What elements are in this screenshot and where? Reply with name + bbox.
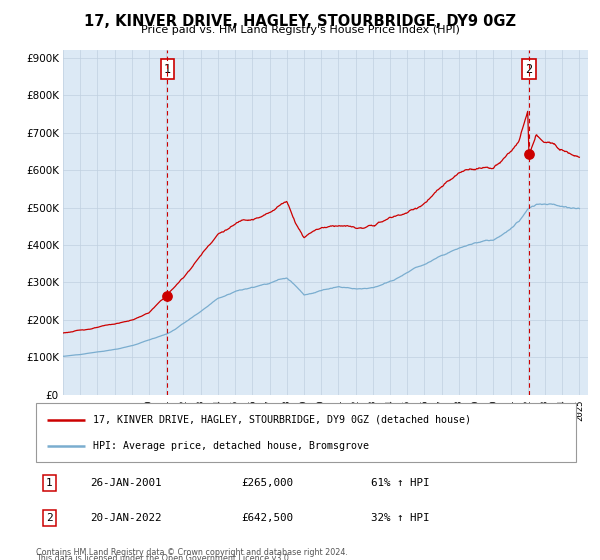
Text: 1: 1	[46, 478, 53, 488]
Text: £642,500: £642,500	[241, 513, 293, 523]
Text: 20-JAN-2022: 20-JAN-2022	[90, 513, 161, 523]
Point	[524, 150, 534, 159]
Text: 17, KINVER DRIVE, HAGLEY, STOURBRIDGE, DY9 0GZ: 17, KINVER DRIVE, HAGLEY, STOURBRIDGE, D…	[84, 14, 516, 29]
Text: Price paid vs. HM Land Registry's House Price Index (HPI): Price paid vs. HM Land Registry's House …	[140, 25, 460, 35]
Text: 26-JAN-2001: 26-JAN-2001	[90, 478, 161, 488]
Text: 61% ↑ HPI: 61% ↑ HPI	[371, 478, 430, 488]
Text: This data is licensed under the Open Government Licence v3.0.: This data is licensed under the Open Gov…	[36, 554, 292, 560]
Text: 32% ↑ HPI: 32% ↑ HPI	[371, 513, 430, 523]
Text: 2: 2	[526, 63, 533, 76]
Point	[163, 291, 172, 300]
Text: 2: 2	[46, 513, 53, 523]
Text: £265,000: £265,000	[241, 478, 293, 488]
Text: 1: 1	[164, 63, 171, 76]
Text: 17, KINVER DRIVE, HAGLEY, STOURBRIDGE, DY9 0GZ (detached house): 17, KINVER DRIVE, HAGLEY, STOURBRIDGE, D…	[92, 414, 471, 424]
Text: HPI: Average price, detached house, Bromsgrove: HPI: Average price, detached house, Brom…	[92, 441, 368, 451]
Text: Contains HM Land Registry data © Crown copyright and database right 2024.: Contains HM Land Registry data © Crown c…	[36, 548, 348, 557]
